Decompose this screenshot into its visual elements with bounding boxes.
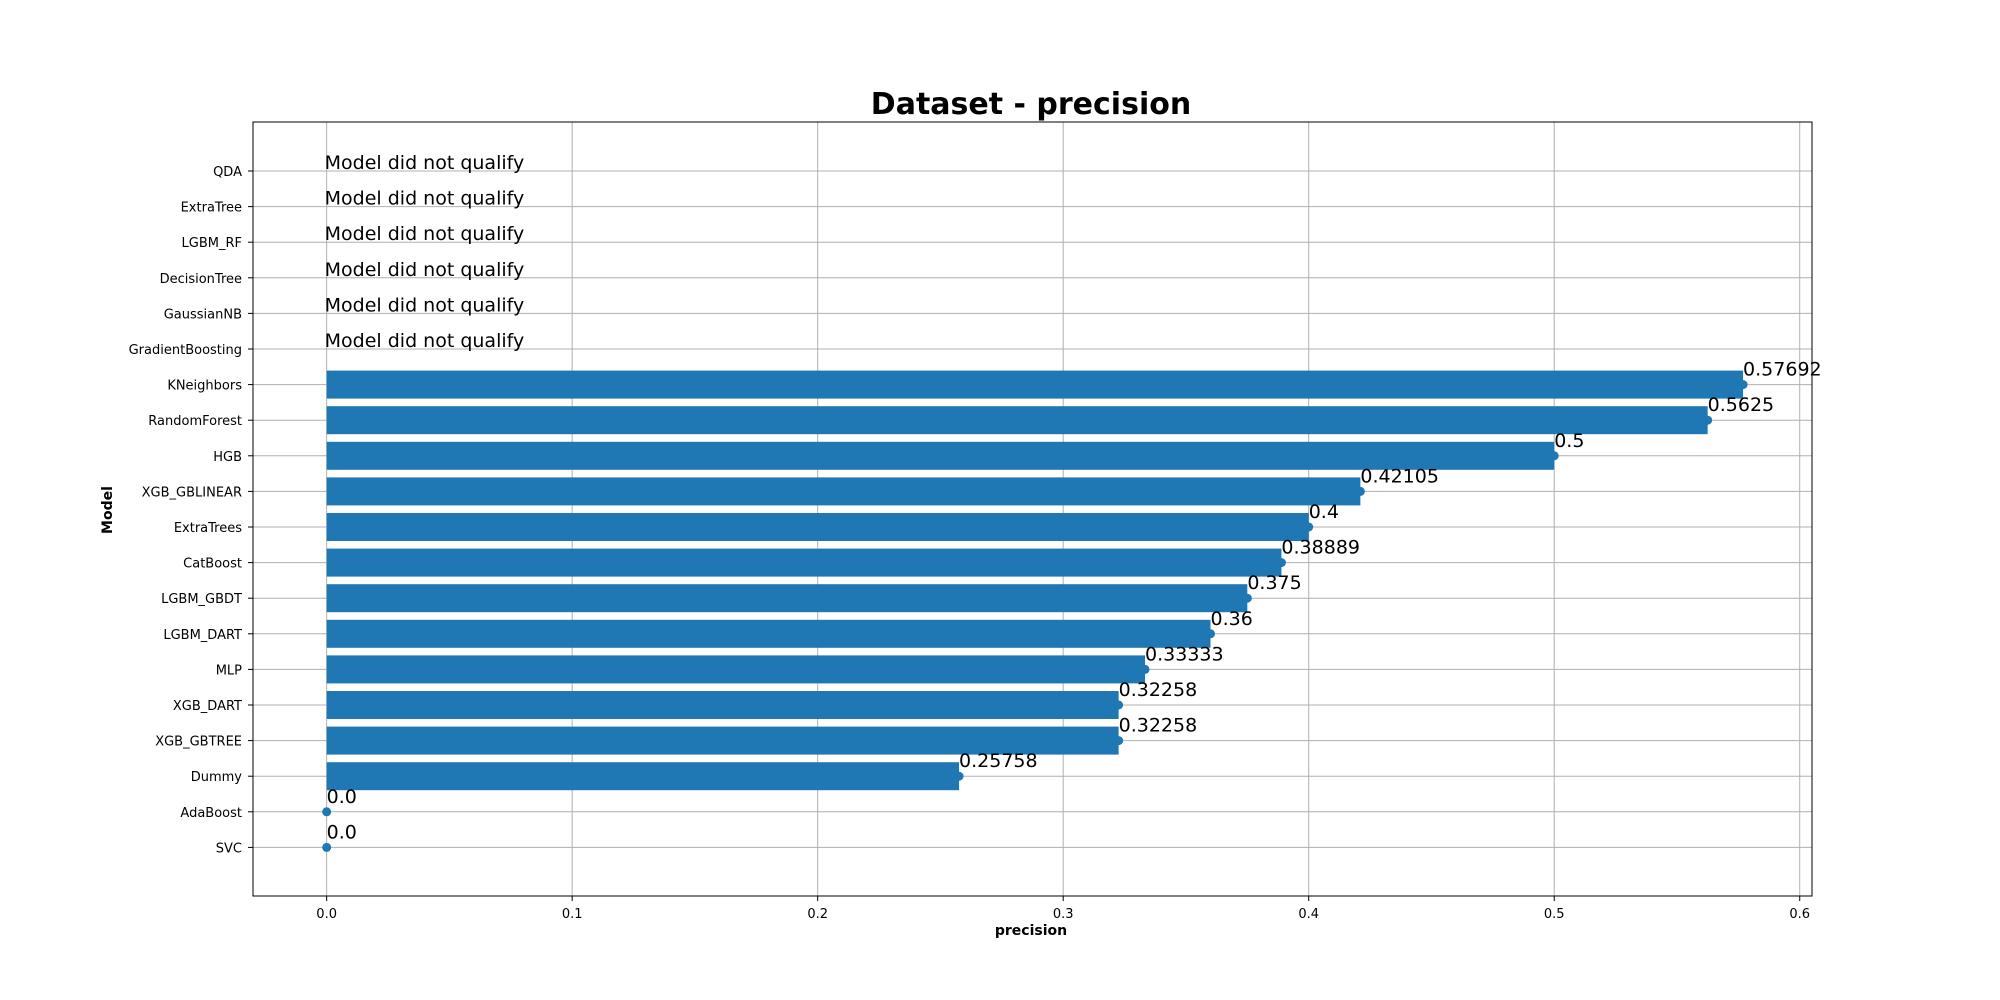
y-tick-label: ExtraTrees [174, 521, 242, 536]
not-qualified-label: Model did not qualify [325, 152, 525, 174]
x-tick-label: 0.0 [316, 907, 337, 922]
value-marker [1355, 486, 1365, 496]
bars-layer [322, 370, 1748, 852]
value-label: 0.5 [1554, 430, 1584, 452]
y-tick-label: LGBM_DART [163, 628, 242, 643]
y-axis-label: Model [100, 486, 116, 534]
value-marker [1304, 522, 1314, 532]
bar [326, 655, 1146, 684]
bar [326, 548, 1282, 577]
bar [326, 441, 1555, 470]
not-qualified-label: Model did not qualify [325, 223, 525, 245]
bar [326, 726, 1119, 755]
value-label: 0.36 [1210, 608, 1252, 630]
not-qualified-label: Model did not qualify [325, 259, 525, 281]
value-marker [1549, 451, 1559, 461]
bar [326, 370, 1744, 399]
value-marker [1140, 664, 1150, 674]
value-label: 0.4 [1309, 501, 1339, 523]
value-label: 0.33333 [1145, 643, 1224, 665]
value-label: 0.25758 [959, 750, 1038, 772]
y-tick-label: GaussianNB [164, 307, 242, 322]
value-label: 0.0 [327, 821, 357, 843]
y-tick-label: LGBM_RF [182, 236, 242, 251]
chart-title: Dataset - precision [871, 87, 1191, 122]
value-label: 0.57692 [1743, 359, 1822, 381]
plot-frame [252, 121, 1813, 897]
bar [326, 691, 1119, 719]
value-label: 0.38889 [1281, 537, 1360, 559]
value-marker [1205, 629, 1215, 639]
y-tick-label: SVC [216, 841, 242, 856]
bar [326, 619, 1211, 648]
value-label: 0.5625 [1708, 394, 1774, 416]
value-marker [954, 771, 964, 781]
value-marker [322, 842, 332, 852]
y-tick-label: QDA [213, 165, 242, 180]
y-tick-label: KNeighbors [167, 379, 242, 394]
y-tick-label: MLP [216, 663, 242, 678]
not-qualified-label: Model did not qualify [325, 294, 525, 316]
y-tick-label: XGB_GBTREE [155, 735, 242, 750]
bar [326, 513, 1309, 541]
bar [326, 406, 1708, 435]
value-label: 0.32258 [1119, 715, 1198, 737]
y-tick-label: DecisionTree [160, 272, 242, 287]
value-marker [1114, 700, 1124, 710]
value-label: 0.42105 [1360, 465, 1439, 487]
y-tick-label: CatBoost [183, 557, 242, 572]
x-tick-label: 0.3 [1053, 907, 1074, 922]
value-marker [1703, 415, 1713, 425]
x-tick-label: 0.5 [1544, 907, 1565, 922]
value-label: 0.375 [1247, 572, 1301, 594]
y-tick-label: AdaBoost [180, 806, 242, 821]
value-label: 0.32258 [1119, 679, 1198, 701]
not-qualified-label: Model did not qualify [325, 330, 525, 352]
y-tick-label: ExtraTree [181, 201, 242, 216]
not-qualified-label: Model did not qualify [325, 188, 525, 210]
y-tick-label: HGB [213, 450, 242, 465]
x-tick-label: 0.1 [562, 907, 583, 922]
bar [326, 584, 1248, 613]
x-tick-label: 0.6 [1789, 907, 1810, 922]
y-tick-label: Dummy [191, 770, 243, 785]
x-axis-label: precision [995, 923, 1067, 939]
value-marker [322, 807, 332, 817]
y-tick-label: XGB_DART [173, 699, 242, 714]
y-tick-label: LGBM_GBDT [161, 592, 242, 607]
bar [326, 762, 960, 791]
ticks-layer: 0.0 0.1 0.2 0.3 0.4 0.5 0.6 QDA ExtraTree LGBM_RF… [129, 165, 1810, 922]
bar [326, 477, 1361, 506]
y-tick-label: GradientBoosting [129, 343, 242, 358]
y-tick-label: RandomForest [148, 414, 242, 429]
value-marker [1276, 558, 1286, 568]
x-tick-label: 0.4 [1298, 907, 1319, 922]
y-tick-label: XGB_GBLINEAR [142, 485, 242, 500]
value-marker [1242, 593, 1252, 603]
x-tick-label: 0.2 [807, 907, 828, 922]
value-marker [1114, 736, 1124, 746]
labels-layer: Model did not qualify Model did not quali… [325, 152, 1822, 843]
value-marker [1738, 380, 1748, 390]
value-label: 0.0 [327, 786, 357, 808]
